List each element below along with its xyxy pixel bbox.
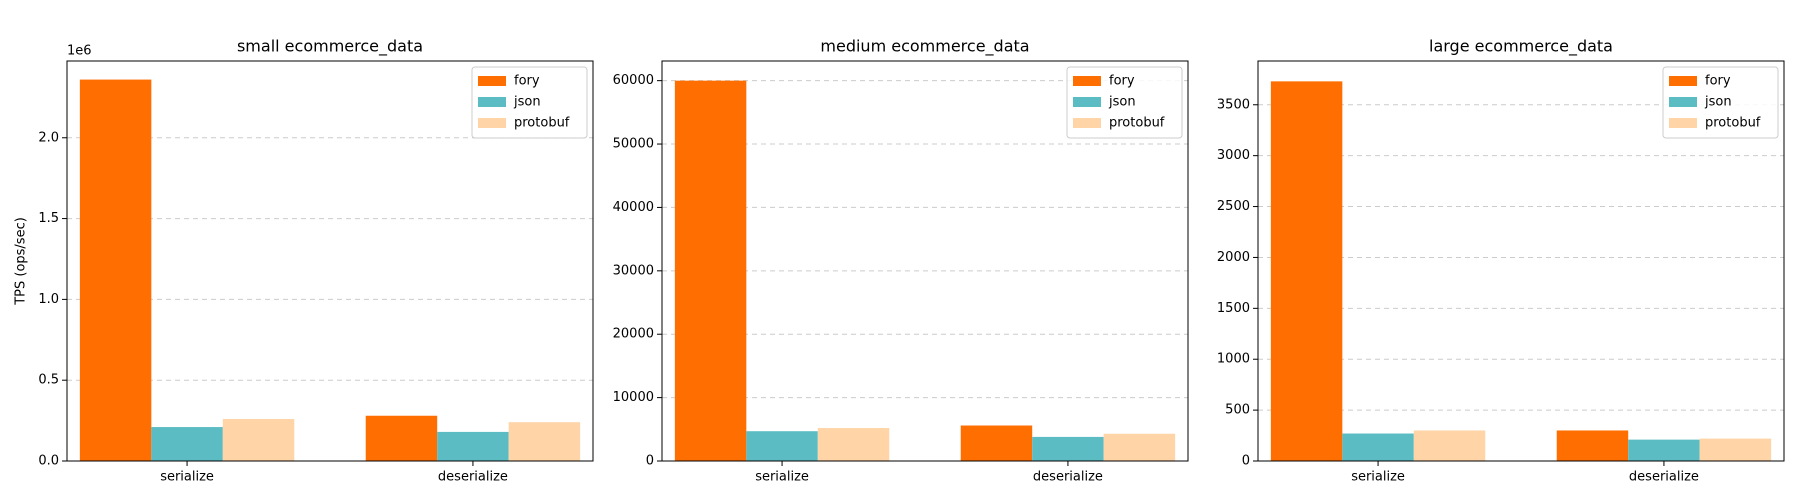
bar xyxy=(1413,430,1486,461)
bar xyxy=(79,79,152,461)
chart-title: small ecommerce_data xyxy=(237,37,423,57)
bar xyxy=(1556,430,1629,461)
legend-swatch xyxy=(1669,76,1697,86)
y-tick-label: 2.0 xyxy=(38,130,59,145)
bar xyxy=(151,427,223,461)
x-tick-label: deserialize xyxy=(438,470,508,485)
bar xyxy=(746,431,818,461)
legend-swatch xyxy=(478,97,506,107)
x-tick-label: serialize xyxy=(755,470,809,485)
y-tick-label: 3000 xyxy=(1217,148,1250,163)
legend-label: protobuf xyxy=(1109,116,1165,131)
legend-swatch xyxy=(1073,118,1101,128)
legend-swatch xyxy=(1073,76,1101,86)
y-tick-label: 2000 xyxy=(1217,250,1250,265)
y-tick-label: 500 xyxy=(1225,403,1250,418)
x-tick-label: serialize xyxy=(1351,470,1405,485)
x-tick-label: deserialize xyxy=(1629,470,1699,485)
y-tick-label: 1.5 xyxy=(38,211,59,226)
bar xyxy=(1032,436,1104,461)
bar xyxy=(817,428,890,461)
legend-label: protobuf xyxy=(1705,116,1761,131)
bar xyxy=(674,80,747,462)
legend-label: fory xyxy=(1109,74,1135,89)
y-tick-label: 1000 xyxy=(1217,352,1250,367)
y-tick-label: 0.5 xyxy=(38,373,59,388)
y-tick-label: 20000 xyxy=(613,327,654,342)
y-tick-label: 30000 xyxy=(613,263,654,278)
y-tick-label: 0.0 xyxy=(38,454,59,469)
bar xyxy=(222,418,295,461)
bar xyxy=(365,415,438,461)
bar xyxy=(1699,438,1772,461)
legend-swatch xyxy=(1669,118,1697,128)
chart-title: medium ecommerce_data xyxy=(820,37,1029,57)
bar xyxy=(1103,433,1176,461)
legend-label: json xyxy=(513,95,541,110)
y-tick-label: 1500 xyxy=(1217,301,1250,316)
y-tick-label: 2500 xyxy=(1217,199,1250,214)
legend-swatch xyxy=(1073,97,1101,107)
axes-frame xyxy=(66,60,594,462)
x-tick-label: deserialize xyxy=(1033,470,1103,485)
axes-frame xyxy=(661,60,1189,462)
y-offset-label: 1e6 xyxy=(67,44,92,59)
bar xyxy=(437,431,509,461)
bar xyxy=(960,425,1033,461)
legend-label: fory xyxy=(514,74,540,89)
x-tick-label: serialize xyxy=(160,470,214,485)
y-tick-label: 60000 xyxy=(613,73,654,88)
chart-title: large ecommerce_data xyxy=(1429,37,1613,57)
bar xyxy=(508,422,581,461)
legend-label: json xyxy=(1108,95,1136,110)
legend-label: json xyxy=(1704,95,1732,110)
y-tick-label: 0 xyxy=(1242,454,1250,469)
legend-swatch xyxy=(478,76,506,86)
y-tick-label: 1.0 xyxy=(38,292,59,307)
legend-swatch xyxy=(1669,97,1697,107)
y-tick-label: 0 xyxy=(646,454,654,469)
bar xyxy=(1628,439,1700,461)
bar xyxy=(1270,81,1343,461)
bar xyxy=(1342,433,1414,461)
legend-swatch xyxy=(478,118,506,128)
y-tick-label: 50000 xyxy=(613,137,654,152)
axes-frame xyxy=(1257,60,1785,462)
legend-label: protobuf xyxy=(514,116,570,131)
y-tick-label: 10000 xyxy=(613,390,654,405)
y-tick-label: 3500 xyxy=(1217,97,1250,112)
y-axis-label: TPS (ops/sec) xyxy=(14,217,29,306)
legend-label: fory xyxy=(1705,74,1731,89)
y-tick-label: 40000 xyxy=(613,200,654,215)
